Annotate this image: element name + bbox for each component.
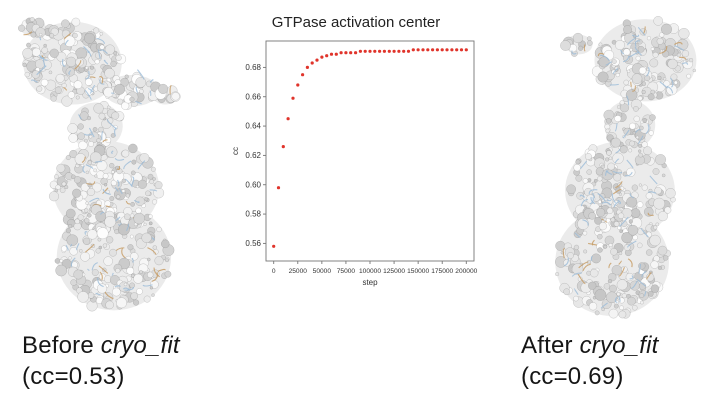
- molecule-before-svg: [18, 17, 181, 312]
- before-caption-toolname: cryo_fit: [100, 332, 180, 359]
- svg-text:0.62: 0.62: [245, 151, 261, 160]
- svg-text:0.60: 0.60: [245, 180, 261, 189]
- after-caption-line1: After cryo_fit: [521, 330, 659, 361]
- after-caption-cc: (cc=0.69): [521, 363, 624, 390]
- after-caption-prefix: After: [521, 332, 580, 359]
- svg-text:0.58: 0.58: [245, 210, 261, 219]
- svg-text:50000: 50000: [313, 268, 332, 275]
- before-caption: Before cryo_fit (cc=0.53): [22, 330, 180, 392]
- before-caption-line1: Before cryo_fit: [22, 330, 180, 361]
- svg-text:125000: 125000: [383, 268, 405, 275]
- before-caption-prefix: Before: [22, 332, 101, 359]
- molecule-after-svg: [555, 16, 697, 319]
- after-caption: After cryo_fit (cc=0.69): [521, 330, 659, 392]
- svg-text:175000: 175000: [431, 268, 453, 275]
- svg-text:100000: 100000: [359, 268, 381, 275]
- svg-text:step: step: [362, 278, 378, 287]
- svg-text:0.56: 0.56: [245, 239, 261, 248]
- cc-vs-step-plot: 0.56 0.58 0.60 0.62 0.64 0.66 0.68 0 25000 50000 7…: [231, 40, 478, 287]
- molecule-after-image: [520, 6, 716, 336]
- svg-text:25000: 25000: [289, 268, 308, 275]
- molecule-before-image: [6, 6, 206, 331]
- svg-text:200000: 200000: [455, 268, 477, 275]
- cc-vs-step-chart: GTPase activation center 0.56 0.58 0.60 0.6…: [226, 10, 486, 306]
- svg-text:0.66: 0.66: [245, 92, 261, 101]
- svg-text:cc: cc: [231, 147, 240, 155]
- after-caption-toolname: cryo_fit: [579, 332, 659, 359]
- svg-text:0.68: 0.68: [245, 63, 261, 72]
- svg-text:150000: 150000: [407, 268, 429, 275]
- before-caption-cc: (cc=0.53): [22, 363, 125, 390]
- svg-text:75000: 75000: [337, 268, 356, 275]
- chart-title: GTPase activation center: [271, 14, 441, 31]
- svg-text:0: 0: [272, 268, 276, 275]
- svg-text:0.64: 0.64: [245, 122, 261, 131]
